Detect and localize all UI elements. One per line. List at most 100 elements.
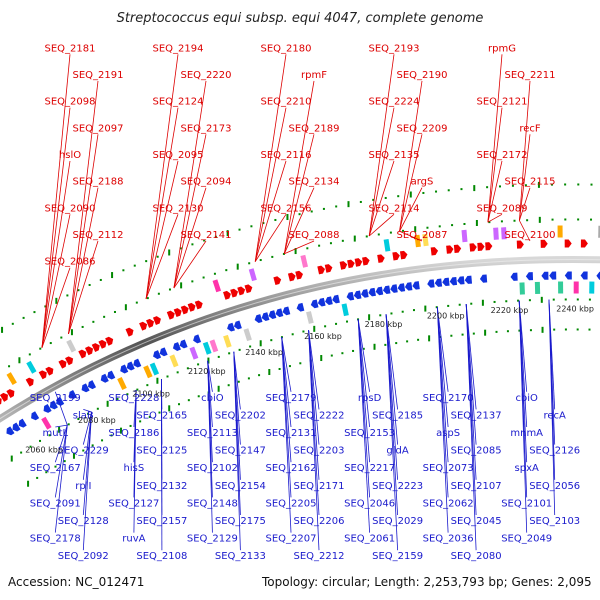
gene-label: SEQ_2157	[136, 516, 187, 527]
tick-mark	[335, 322, 338, 325]
reverse-gene-block	[209, 339, 219, 353]
label-leader-line	[368, 160, 395, 237]
tick-mark	[588, 298, 591, 301]
reverse-gene-block	[534, 281, 541, 294]
tick-mark	[72, 452, 75, 459]
label-leader-line	[41, 267, 71, 348]
reverse-gene-arrow	[87, 380, 97, 390]
tick-mark	[81, 325, 84, 328]
reverse-gene-arrow	[31, 411, 40, 421]
tick-mark	[401, 310, 404, 313]
tick-mark	[384, 343, 387, 346]
forward-gene-arrow	[244, 284, 253, 294]
tick-mark	[191, 280, 194, 283]
tick-mark	[250, 225, 253, 228]
reverse-gene-arrow	[81, 383, 90, 393]
tick-mark	[513, 219, 516, 222]
tick-mark	[11, 322, 14, 325]
label-leader-line	[436, 307, 449, 392]
tick-mark	[228, 352, 231, 355]
tick-mark	[341, 352, 344, 355]
tick-mark	[353, 235, 356, 242]
tick-mark	[475, 219, 478, 226]
reverse-gene-arrow	[43, 403, 52, 413]
reverse-gene-block	[573, 281, 579, 294]
forward-gene-arrow	[152, 316, 161, 326]
tick-mark	[70, 329, 73, 336]
label-leader-line	[487, 213, 503, 223]
kbp-tick-label: 2120 kbp	[188, 367, 226, 376]
label-leader-line	[399, 134, 423, 232]
tick-mark	[310, 210, 313, 213]
gene-label: SEQ_2171	[294, 481, 345, 492]
tick-mark	[553, 328, 556, 331]
tick-mark	[458, 303, 461, 306]
reverse-gene-arrow	[397, 283, 406, 292]
tick-mark	[28, 353, 31, 356]
forward-gene-arrow	[287, 272, 296, 282]
forward-gene-arrow	[430, 247, 439, 256]
gene-label: SEQ_2137	[451, 410, 502, 421]
gene-features	[0, 225, 600, 436]
gene-label: SEQ_2229	[58, 446, 109, 457]
label-leader-line	[207, 360, 213, 392]
tick-mark	[1, 326, 4, 333]
tick-mark	[20, 451, 23, 454]
tick-mark	[365, 235, 368, 238]
gene-label: rpsD	[358, 393, 382, 404]
forward-gene-arrow	[477, 242, 485, 251]
tick-mark	[341, 239, 344, 242]
gene-label: gldA	[386, 446, 408, 457]
gene-label: mnmA	[510, 428, 543, 439]
label-leader-line	[399, 80, 423, 232]
tick-mark	[113, 310, 116, 313]
label-leader-line	[519, 220, 531, 242]
forward-gene-arrow	[469, 243, 477, 252]
reverse-gene-arrow	[449, 276, 458, 286]
gene-label: SEQ_2170	[423, 393, 474, 404]
tick-mark	[346, 320, 349, 323]
reverse-gene-arrow	[510, 272, 518, 281]
forward-gene-block	[461, 229, 468, 243]
label-leader-line	[82, 411, 92, 480]
gene-label: SEQ_2062	[423, 498, 474, 509]
forward-gene-arrow	[45, 366, 54, 376]
reverse-gene-arrow	[427, 279, 435, 288]
gene-label: SEQ_2097	[73, 123, 124, 134]
forward-gene-arrow	[516, 240, 524, 249]
forward-gene-arrow	[237, 286, 246, 296]
reverse-gene-arrow	[296, 302, 305, 312]
label-leader-line	[399, 230, 423, 242]
gene-label: SEQ_2172	[477, 150, 528, 161]
gene-label: hisS	[124, 463, 145, 474]
forward-gene-arrow	[25, 377, 34, 387]
tick-mark	[359, 200, 362, 203]
forward-gene-arrow	[58, 359, 67, 369]
tick-mark	[99, 278, 102, 281]
kbp-tick-label: 2140 kbp	[245, 348, 283, 357]
forward-gene-block	[212, 279, 222, 293]
gene-label: SEQ_2223	[372, 481, 423, 492]
label-leader-line	[133, 390, 137, 533]
tick-mark	[39, 347, 42, 350]
tick-mark	[54, 465, 57, 468]
label-leader-line	[283, 187, 315, 254]
label-leader-line	[519, 187, 531, 221]
reverse-gene-arrow	[159, 347, 168, 357]
tick-mark	[238, 228, 241, 231]
label-leader-line	[465, 304, 477, 551]
label-leader-line	[54, 425, 68, 498]
tick-mark	[298, 213, 301, 216]
tick-mark	[180, 282, 183, 289]
reverse-gene-block	[558, 281, 564, 294]
label-leader-line	[487, 160, 503, 223]
tick-mark	[217, 355, 220, 358]
gene-label: SEQ_2224	[369, 97, 420, 108]
label-leader-line	[368, 213, 395, 237]
tick-mark	[463, 222, 466, 225]
gene-label: rpmF	[301, 70, 327, 81]
gene-label: SEQ_2193	[369, 43, 420, 54]
tick-mark	[202, 276, 205, 279]
label-leader-line	[281, 337, 292, 428]
